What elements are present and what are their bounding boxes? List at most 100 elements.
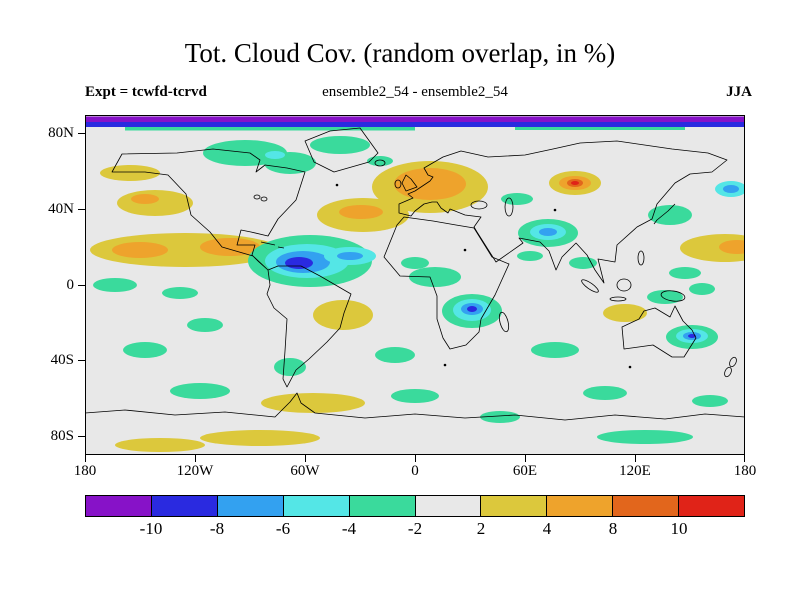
colorbar-tick-label: 2 xyxy=(476,519,486,538)
coastline-eurasia xyxy=(398,140,728,284)
coastline-cuba xyxy=(260,241,276,246)
contour-patch xyxy=(583,386,627,400)
x-axis-label: 180 xyxy=(733,463,757,479)
contour-patch xyxy=(692,395,728,407)
contour-patch xyxy=(688,334,696,338)
contour-patch xyxy=(125,127,415,131)
y-axis-label: 40S xyxy=(50,352,74,368)
contour-patch xyxy=(339,205,383,219)
contour-patch xyxy=(394,168,466,200)
coastline-black-sea xyxy=(470,200,488,210)
coastline-antarctica xyxy=(85,392,745,421)
contour-patch xyxy=(265,151,285,159)
colorbar-tick-label: 4 xyxy=(542,519,552,538)
contour-dot xyxy=(335,183,339,187)
colorbar-segment xyxy=(349,496,416,516)
contour-patch xyxy=(391,389,439,403)
colorbar-tick-label: -6 xyxy=(275,519,291,538)
y-axis-label: 80S xyxy=(50,428,74,444)
x-tick xyxy=(305,455,306,462)
colorbar-tick-label: -2 xyxy=(407,519,423,538)
coastline-madagascar xyxy=(498,311,510,333)
contour-patch xyxy=(375,347,415,363)
x-tick xyxy=(635,455,636,462)
coastline-africa xyxy=(383,216,510,350)
colorbar-labels: -10 -8 -6 -4 -2 2 4 8 10 xyxy=(85,519,745,541)
coastline-great-lakes xyxy=(253,194,261,200)
colorbar-segment xyxy=(547,496,614,516)
contour-patch xyxy=(285,257,313,269)
season-label: JJA xyxy=(726,84,752,100)
contour-patch xyxy=(367,156,393,166)
contour-patch xyxy=(569,257,597,269)
map-plot xyxy=(85,115,745,455)
contour-fill-layer xyxy=(85,116,745,452)
coastline-iceland xyxy=(374,159,386,167)
contour-patch xyxy=(123,342,167,358)
contour-patch xyxy=(480,411,520,423)
contour-dot xyxy=(443,363,447,367)
colorbar-segment xyxy=(613,496,680,516)
coastline-japan xyxy=(653,203,676,225)
y-tick xyxy=(78,360,85,361)
y-tick xyxy=(78,436,85,437)
colorbar-tick-label: -10 xyxy=(139,519,163,538)
coastline-greenland xyxy=(304,127,379,173)
contour-patch xyxy=(313,300,373,330)
coastline-borneo xyxy=(616,278,632,292)
colorbar-segment xyxy=(679,496,745,516)
x-axis-label: 0 xyxy=(411,463,419,479)
contour-patch xyxy=(170,383,230,399)
x-tick xyxy=(85,455,86,462)
contour-patch xyxy=(689,283,715,295)
contour-patch xyxy=(571,181,579,185)
coastline-great-lakes xyxy=(260,196,268,202)
contour-patch xyxy=(669,267,701,279)
x-axis-label: 180 xyxy=(73,463,97,479)
contour-patch xyxy=(162,287,198,299)
contour-patch xyxy=(261,393,365,413)
fields-label: ensemble2_54 - ensemble2_54 xyxy=(322,84,508,100)
contour-patch xyxy=(597,430,693,444)
contour-patch xyxy=(531,342,579,358)
contour-dot xyxy=(463,248,467,252)
y-axis-label: 40N xyxy=(48,201,74,217)
contour-patch xyxy=(647,290,683,304)
contour-patch xyxy=(515,127,685,130)
coastline-hispaniola xyxy=(277,246,285,249)
coastline-java xyxy=(609,296,627,302)
contour-patch xyxy=(467,306,477,312)
x-tick xyxy=(195,455,196,462)
colorbar-tick-label: 10 xyxy=(670,519,688,538)
map-svg xyxy=(85,115,745,455)
colorbar-segment xyxy=(217,496,284,516)
coastline-australia xyxy=(621,305,697,358)
contour-patch xyxy=(310,136,370,154)
contour-patch xyxy=(85,122,745,127)
x-tick xyxy=(415,455,416,462)
colorbar-tick-label: 8 xyxy=(608,519,618,538)
plot-title: Tot. Cloud Cov. (random overlap, in %) xyxy=(184,38,616,68)
x-axis-label: 120W xyxy=(176,463,214,479)
contour-patch xyxy=(117,190,193,216)
x-tick xyxy=(525,455,526,462)
contour-patch xyxy=(187,318,223,332)
contour-patch xyxy=(409,267,461,287)
colorbar-tick-label: -8 xyxy=(209,519,225,538)
coastline-new-guinea xyxy=(660,290,686,302)
colorbar-segment xyxy=(415,496,482,516)
coastline-south-america xyxy=(266,265,352,388)
coastline-new-zealand xyxy=(724,366,732,378)
y-tick xyxy=(78,133,85,134)
contour-dot xyxy=(553,208,557,212)
contour-patch xyxy=(723,185,739,193)
contour-patch xyxy=(131,194,159,204)
colorbar xyxy=(85,495,745,517)
coastline-sumatra xyxy=(581,279,599,293)
contour-patch xyxy=(115,438,205,452)
coastline-north-america xyxy=(111,148,306,271)
map-frame xyxy=(85,115,745,455)
contour-dot xyxy=(628,365,632,369)
contour-patch xyxy=(517,251,543,261)
